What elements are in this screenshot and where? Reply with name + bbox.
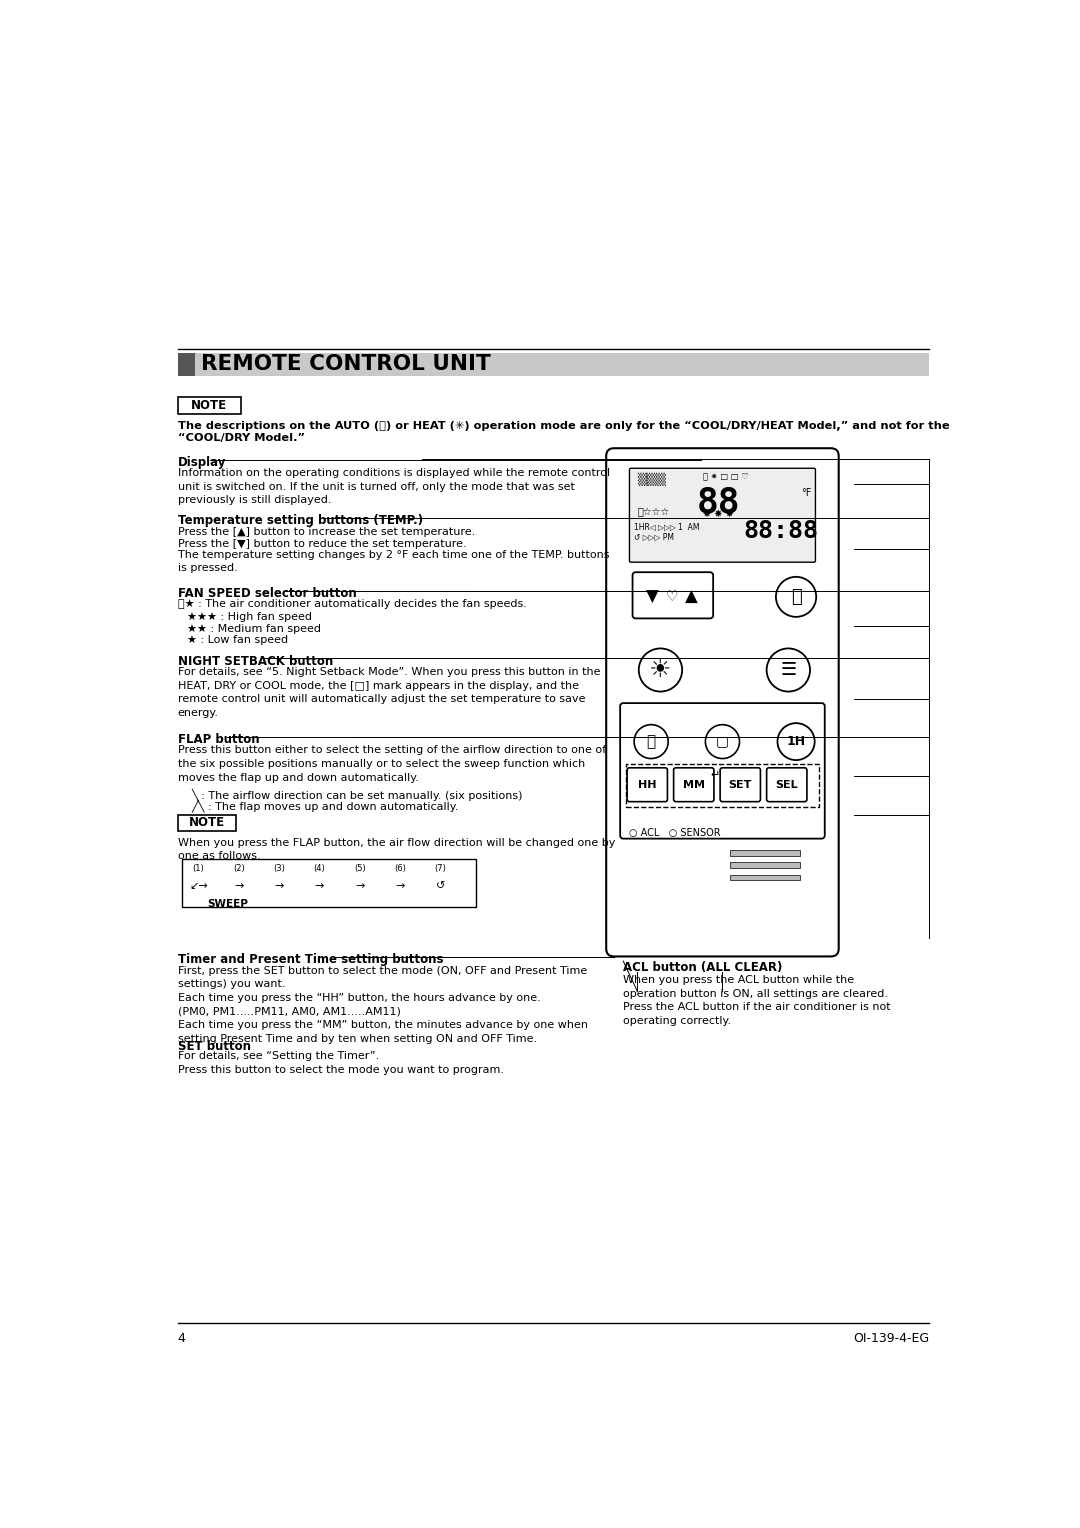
Circle shape bbox=[634, 724, 669, 758]
Text: SWEEP: SWEEP bbox=[207, 898, 248, 909]
Text: ▼: ▼ bbox=[646, 588, 659, 605]
Bar bbox=[177, 397, 241, 414]
Text: Temperature setting buttons (TEMP.): Temperature setting buttons (TEMP.) bbox=[177, 515, 422, 527]
Text: ⤳: ⤳ bbox=[647, 733, 656, 749]
FancyBboxPatch shape bbox=[606, 448, 839, 957]
Text: ╱╲ : The flap moves up and down automatically.: ╱╲ : The flap moves up and down automati… bbox=[191, 799, 459, 813]
Text: ↺ ▷▷▷ PM: ↺ ▷▷▷ PM bbox=[634, 532, 674, 541]
Text: ★★ : Medium fan speed: ★★ : Medium fan speed bbox=[187, 623, 321, 634]
Bar bbox=[177, 814, 235, 831]
Text: (5): (5) bbox=[354, 865, 366, 872]
Text: ★ : Low fan speed: ★ : Low fan speed bbox=[187, 636, 288, 645]
Text: ♡: ♡ bbox=[666, 590, 678, 604]
Text: SET button: SET button bbox=[177, 1039, 251, 1053]
Text: ○ ACL   ○ SENSOR: ○ ACL ○ SENSOR bbox=[630, 828, 721, 839]
Text: NIGHT SETBACK button: NIGHT SETBACK button bbox=[177, 654, 333, 668]
Text: REMOTE CONTROL UNIT: REMOTE CONTROL UNIT bbox=[201, 354, 490, 374]
Text: SEL: SEL bbox=[775, 779, 798, 790]
Text: (6): (6) bbox=[394, 865, 406, 872]
Text: Press this button either to select the setting of the airflow direction to one o: Press this button either to select the s… bbox=[177, 746, 606, 782]
Text: Timer and Present Time setting buttons: Timer and Present Time setting buttons bbox=[177, 953, 443, 966]
Text: 88: 88 bbox=[697, 484, 740, 520]
Text: ⏻: ⏻ bbox=[791, 588, 801, 605]
Text: ▲: ▲ bbox=[685, 588, 698, 605]
Text: First, press the SET button to select the mode (ON, OFF and Present Time
setting: First, press the SET button to select th… bbox=[177, 966, 588, 1044]
Text: (1): (1) bbox=[192, 865, 204, 872]
FancyBboxPatch shape bbox=[767, 767, 807, 802]
Text: The descriptions on the AUTO (Ⓐ) or HEAT (✳) operation mode are only for the “CO: The descriptions on the AUTO (Ⓐ) or HEAT… bbox=[177, 420, 949, 431]
Text: ☰: ☰ bbox=[780, 662, 796, 678]
FancyBboxPatch shape bbox=[720, 767, 760, 802]
Text: ↙→: ↙→ bbox=[189, 882, 208, 891]
FancyBboxPatch shape bbox=[674, 767, 714, 802]
Text: Display: Display bbox=[177, 455, 226, 469]
Circle shape bbox=[638, 648, 683, 692]
Text: (4): (4) bbox=[313, 865, 325, 872]
Text: NOTE: NOTE bbox=[191, 399, 228, 413]
Bar bbox=[177, 353, 930, 376]
Text: ╲ : The airflow direction can be set manually. (six positions): ╲ : The airflow direction can be set man… bbox=[191, 788, 523, 801]
Text: ↵: ↵ bbox=[710, 770, 719, 779]
Bar bbox=[181, 859, 476, 908]
FancyBboxPatch shape bbox=[633, 571, 713, 619]
Text: →: → bbox=[395, 882, 405, 891]
Text: 1H: 1H bbox=[786, 735, 806, 749]
Text: Ⓐ ✷ □ □ ♡: Ⓐ ✷ □ □ ♡ bbox=[703, 472, 750, 481]
Text: Press the [▼] button to reduce the set temperature.: Press the [▼] button to reduce the set t… bbox=[177, 539, 467, 549]
Text: °F: °F bbox=[801, 487, 811, 498]
Text: ☀: ☀ bbox=[649, 659, 672, 681]
Text: The temperature setting changes by 2 °F each time one of the TEMP. buttons
is pr: The temperature setting changes by 2 °F … bbox=[177, 550, 609, 573]
Text: ▒▒▒: ▒▒▒ bbox=[637, 472, 666, 486]
Text: When you press the FLAP button, the air flow direction will be changed one by
on: When you press the FLAP button, the air … bbox=[177, 837, 615, 862]
Circle shape bbox=[778, 723, 814, 759]
Bar bbox=[177, 353, 194, 376]
Text: 4: 4 bbox=[177, 1332, 186, 1345]
Text: →: → bbox=[314, 882, 324, 891]
Text: NOTE: NOTE bbox=[189, 816, 225, 830]
Text: “COOL/DRY Model.”: “COOL/DRY Model.” bbox=[177, 432, 305, 443]
Text: →: → bbox=[234, 882, 243, 891]
Text: Ⓐ☆☆☆: Ⓐ☆☆☆ bbox=[637, 507, 670, 516]
Text: →: → bbox=[274, 882, 284, 891]
Text: Ⓐ★ : The air conditioner automatically decides the fan speeds.: Ⓐ★ : The air conditioner automatically d… bbox=[177, 599, 527, 610]
Text: For details, see “5. Night Setback Mode”. When you press this button in the
HEAT: For details, see “5. Night Setback Mode”… bbox=[177, 666, 600, 718]
Bar bbox=[730, 876, 800, 880]
Text: (7): (7) bbox=[434, 865, 446, 872]
Text: For details, see “Setting the Timer”.
Press this button to select the mode you w: For details, see “Setting the Timer”. Pr… bbox=[177, 1051, 503, 1074]
FancyBboxPatch shape bbox=[620, 703, 825, 839]
Text: Information on the operating conditions is displayed while the remote control
un: Information on the operating conditions … bbox=[177, 468, 610, 506]
Text: OI-139-4-EG: OI-139-4-EG bbox=[853, 1332, 930, 1345]
Text: ▢: ▢ bbox=[716, 735, 729, 749]
Text: 88:88: 88:88 bbox=[744, 520, 819, 544]
FancyBboxPatch shape bbox=[630, 468, 815, 562]
Text: FLAP button: FLAP button bbox=[177, 733, 259, 746]
Bar bbox=[730, 850, 800, 856]
Text: 1HR◁ ▷▷▷ 1  AM: 1HR◁ ▷▷▷ 1 AM bbox=[634, 523, 700, 532]
Text: When you press the ACL button while the
operation button is ON, all settings are: When you press the ACL button while the … bbox=[623, 975, 891, 1025]
Text: ✸ ✸ ✸: ✸ ✸ ✸ bbox=[703, 509, 734, 518]
Text: MM: MM bbox=[683, 779, 705, 790]
Text: (3): (3) bbox=[273, 865, 285, 872]
Text: Press the [▲] button to increase the set temperature.: Press the [▲] button to increase the set… bbox=[177, 527, 475, 536]
Text: (2): (2) bbox=[233, 865, 245, 872]
Text: ★★★ : High fan speed: ★★★ : High fan speed bbox=[187, 613, 312, 622]
Text: SET: SET bbox=[729, 779, 752, 790]
Text: ACL button (ALL CLEAR): ACL button (ALL CLEAR) bbox=[623, 961, 783, 973]
Circle shape bbox=[767, 648, 810, 692]
Text: HH: HH bbox=[638, 779, 657, 790]
Text: →: → bbox=[355, 882, 364, 891]
Circle shape bbox=[705, 724, 740, 758]
Text: FAN SPEED selector button: FAN SPEED selector button bbox=[177, 587, 356, 601]
Text: ↺: ↺ bbox=[435, 882, 445, 891]
Circle shape bbox=[775, 578, 816, 617]
Bar bbox=[730, 862, 800, 868]
FancyBboxPatch shape bbox=[627, 767, 667, 802]
